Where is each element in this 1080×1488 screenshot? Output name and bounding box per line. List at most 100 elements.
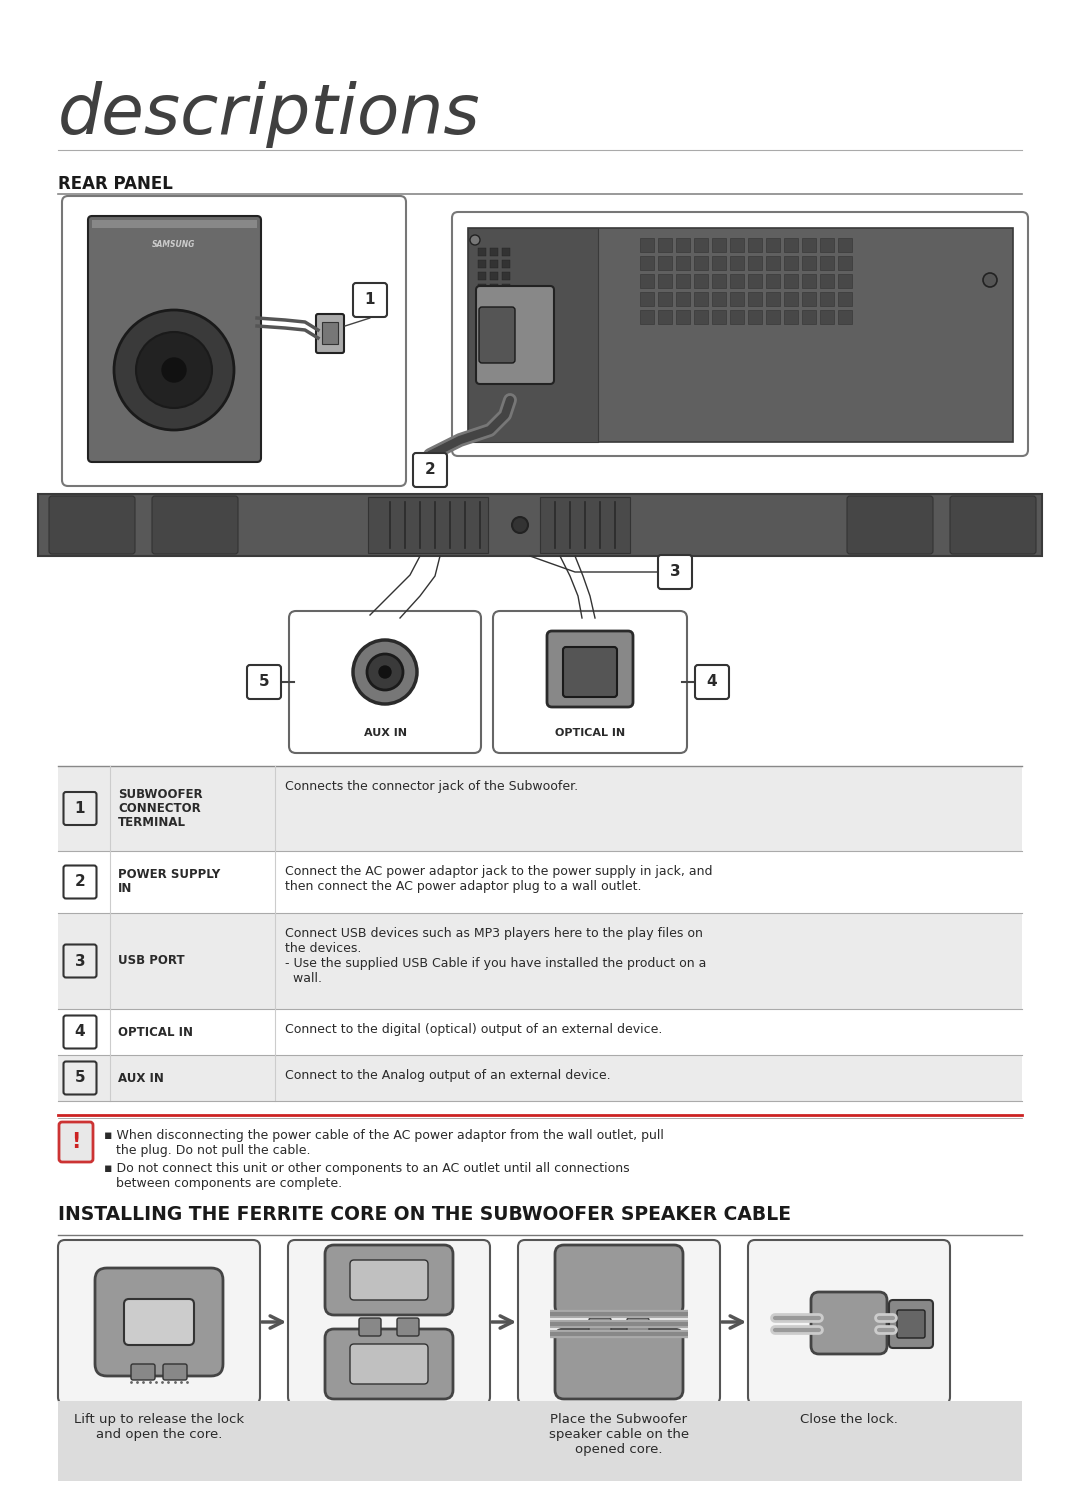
- FancyBboxPatch shape: [546, 631, 633, 707]
- FancyBboxPatch shape: [64, 1015, 96, 1049]
- FancyBboxPatch shape: [62, 196, 406, 487]
- Text: Connects the connector jack of the Subwoofer.: Connects the connector jack of the Subwo…: [285, 780, 578, 793]
- FancyBboxPatch shape: [492, 612, 687, 753]
- Text: USB PORT: USB PORT: [118, 954, 185, 967]
- FancyBboxPatch shape: [555, 1245, 683, 1315]
- FancyBboxPatch shape: [518, 1240, 720, 1405]
- Text: TERMINAL: TERMINAL: [118, 815, 186, 829]
- Bar: [468, 228, 1013, 442]
- Bar: [730, 310, 744, 324]
- FancyBboxPatch shape: [589, 1318, 611, 1336]
- Bar: [820, 238, 834, 251]
- Bar: [322, 321, 338, 344]
- FancyBboxPatch shape: [247, 665, 281, 699]
- Bar: [640, 292, 654, 307]
- Bar: [766, 256, 780, 269]
- Bar: [712, 256, 726, 269]
- FancyBboxPatch shape: [555, 1329, 683, 1399]
- Bar: [490, 260, 498, 268]
- Bar: [676, 238, 690, 251]
- Bar: [784, 274, 798, 289]
- Text: AUX IN: AUX IN: [364, 728, 406, 738]
- Bar: [694, 238, 708, 251]
- Bar: [38, 494, 1042, 557]
- FancyBboxPatch shape: [563, 647, 617, 696]
- Bar: [640, 274, 654, 289]
- FancyBboxPatch shape: [847, 496, 933, 554]
- FancyBboxPatch shape: [95, 1268, 222, 1376]
- Bar: [490, 272, 498, 280]
- Bar: [712, 292, 726, 307]
- Text: 2: 2: [75, 875, 85, 890]
- Bar: [676, 292, 690, 307]
- Bar: [478, 248, 486, 256]
- Text: OPTICAL IN: OPTICAL IN: [555, 728, 625, 738]
- FancyBboxPatch shape: [350, 1260, 428, 1301]
- Circle shape: [353, 640, 417, 704]
- FancyBboxPatch shape: [64, 792, 96, 824]
- Bar: [92, 220, 257, 228]
- Text: 3: 3: [75, 954, 85, 969]
- Text: REAR PANEL: REAR PANEL: [58, 176, 173, 193]
- Circle shape: [162, 359, 186, 382]
- Bar: [490, 296, 498, 304]
- Bar: [838, 310, 852, 324]
- Text: Lift up to release the lock: Lift up to release the lock: [73, 1414, 244, 1426]
- Circle shape: [470, 235, 480, 246]
- Text: OPTICAL IN: OPTICAL IN: [118, 1025, 193, 1039]
- Bar: [766, 310, 780, 324]
- Circle shape: [367, 655, 403, 690]
- Bar: [820, 310, 834, 324]
- FancyBboxPatch shape: [350, 1344, 428, 1384]
- Bar: [802, 256, 816, 269]
- FancyBboxPatch shape: [289, 612, 481, 753]
- Text: 4: 4: [706, 674, 717, 689]
- Bar: [748, 238, 762, 251]
- Bar: [676, 310, 690, 324]
- Bar: [640, 310, 654, 324]
- FancyBboxPatch shape: [288, 1240, 490, 1405]
- Bar: [712, 274, 726, 289]
- Bar: [748, 274, 762, 289]
- FancyBboxPatch shape: [58, 1240, 260, 1405]
- Bar: [694, 256, 708, 269]
- FancyBboxPatch shape: [453, 211, 1028, 455]
- Bar: [802, 292, 816, 307]
- Text: and open the core.: and open the core.: [96, 1428, 222, 1440]
- Bar: [478, 260, 486, 268]
- FancyBboxPatch shape: [59, 1122, 93, 1162]
- Text: Connect to the Analog output of an external device.: Connect to the Analog output of an exter…: [285, 1068, 610, 1082]
- FancyBboxPatch shape: [325, 1329, 453, 1399]
- FancyBboxPatch shape: [325, 1245, 453, 1315]
- Text: ▪ When disconnecting the power cable of the AC power adaptor from the wall outle: ▪ When disconnecting the power cable of …: [104, 1129, 664, 1141]
- Text: Connect to the digital (optical) output of an external device.: Connect to the digital (optical) output …: [285, 1024, 662, 1036]
- FancyBboxPatch shape: [476, 286, 554, 384]
- FancyBboxPatch shape: [124, 1299, 194, 1345]
- Text: then connect the AC power adaptor plug to a wall outlet.: then connect the AC power adaptor plug t…: [285, 879, 642, 893]
- Bar: [540, 497, 630, 554]
- Text: Connect the AC power adaptor jack to the power supply in jack, and: Connect the AC power adaptor jack to the…: [285, 865, 713, 878]
- Bar: [502, 284, 510, 292]
- FancyBboxPatch shape: [64, 866, 96, 899]
- Bar: [694, 310, 708, 324]
- Text: !: !: [71, 1132, 81, 1152]
- Circle shape: [512, 516, 528, 533]
- Text: - Use the supplied USB Cable if you have installed the product on a: - Use the supplied USB Cable if you have…: [285, 957, 706, 970]
- Bar: [730, 256, 744, 269]
- Text: speaker cable on the: speaker cable on the: [549, 1428, 689, 1440]
- Text: Close the lock.: Close the lock.: [800, 1414, 897, 1426]
- Bar: [490, 248, 498, 256]
- Bar: [640, 238, 654, 251]
- FancyBboxPatch shape: [413, 452, 447, 487]
- FancyBboxPatch shape: [64, 1061, 96, 1095]
- Bar: [784, 310, 798, 324]
- Text: Connect USB devices such as MP3 players here to the play files on: Connect USB devices such as MP3 players …: [285, 927, 703, 940]
- Bar: [468, 228, 598, 442]
- Bar: [784, 238, 798, 251]
- FancyBboxPatch shape: [49, 496, 135, 554]
- Bar: [640, 256, 654, 269]
- Text: CONNECTOR: CONNECTOR: [118, 802, 201, 815]
- Bar: [58, 1009, 1022, 1055]
- Bar: [490, 284, 498, 292]
- Text: ▪ Do not connect this unit or other components to an AC outlet until all connect: ▪ Do not connect this unit or other comp…: [104, 1162, 630, 1176]
